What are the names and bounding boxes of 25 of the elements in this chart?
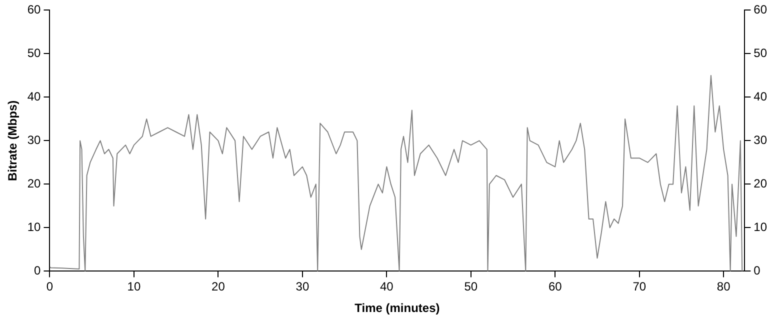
y-tick-label: 30 (27, 133, 42, 148)
y2-tick-label: 40 (754, 90, 768, 104)
y2-tick-label: 20 (754, 176, 768, 191)
y2-tick-label: 10 (754, 220, 768, 234)
y-tick-label: 0 (34, 264, 42, 278)
y-tick-label: 10 (27, 220, 42, 234)
x-tick-label: 80 (716, 280, 731, 294)
y-axis-title: Bitrate (Mbps) (6, 100, 20, 182)
y-tick-label: 50 (27, 46, 42, 60)
y2-tick-label: 0 (754, 264, 761, 278)
y-tick-label: 40 (27, 90, 42, 104)
x-tick-label: 60 (548, 280, 562, 294)
y2-tick-label: 50 (754, 46, 768, 60)
y-tick-label: 60 (27, 2, 42, 17)
x-tick-label: 10 (127, 280, 141, 294)
x-axis-title: Time (minutes) (354, 301, 440, 316)
x-tick-label: 20 (212, 280, 226, 294)
y2-tick-label: 30 (754, 133, 768, 148)
x-tick-label: 30 (296, 280, 310, 294)
x-tick-label: 40 (380, 280, 394, 294)
x-tick-label: 70 (632, 280, 646, 294)
y2-tick-label: 60 (754, 2, 768, 17)
y-tick-label: 20 (27, 176, 42, 191)
x-tick-label: 0 (46, 280, 54, 294)
x-tick-label: 50 (464, 280, 478, 294)
